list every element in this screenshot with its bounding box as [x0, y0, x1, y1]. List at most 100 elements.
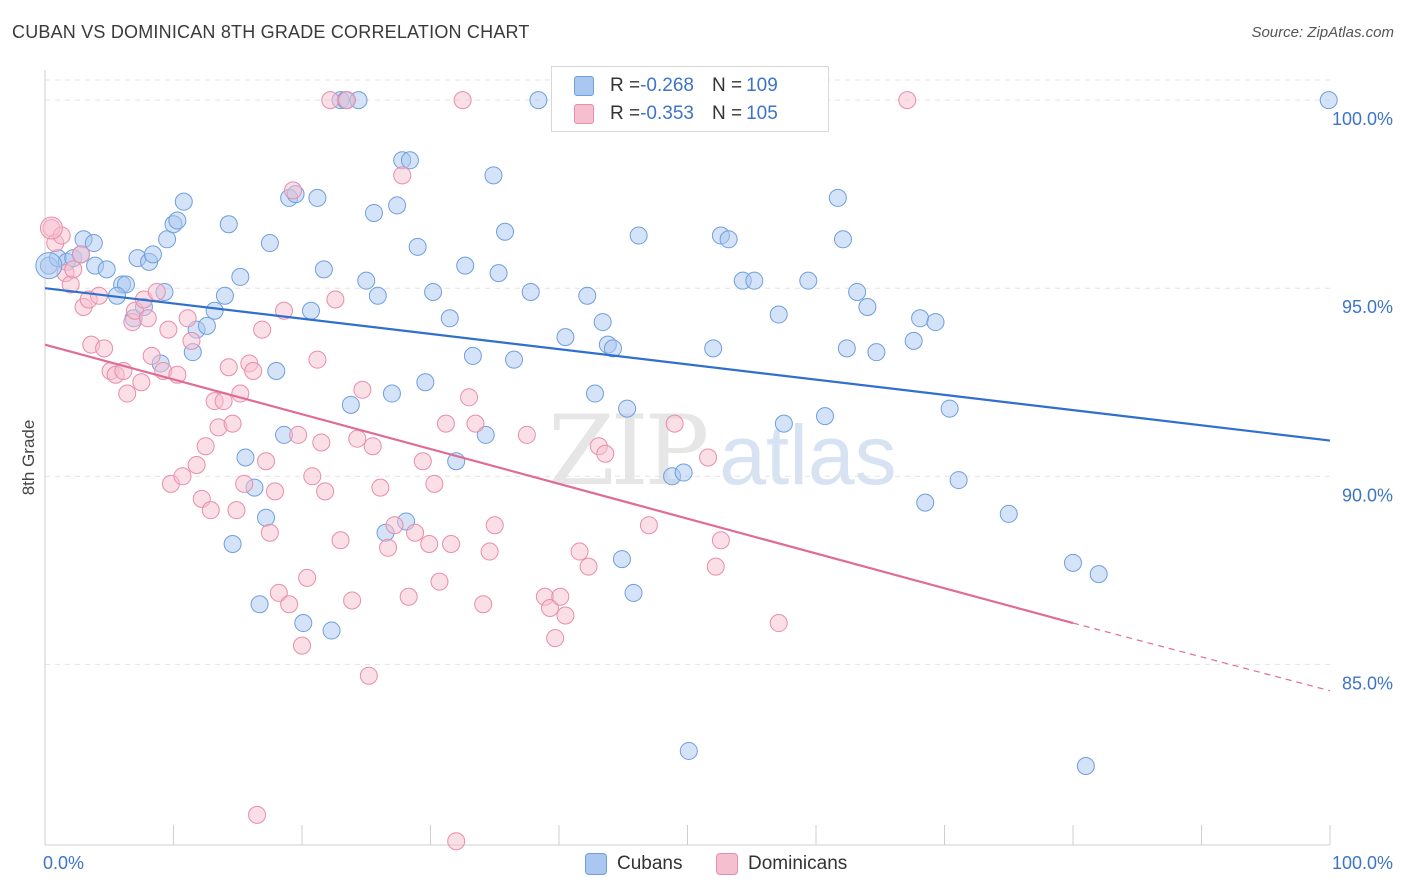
- data-points: [35, 91, 1338, 851]
- data-point-dominicans: [248, 805, 267, 824]
- data-point-dominicans: [353, 380, 372, 399]
- data-point-dominicans: [430, 572, 449, 591]
- data-point-dominicans: [485, 516, 504, 535]
- data-point-dominicans: [474, 595, 493, 614]
- bottom-legend-cubans: Cubans: [585, 851, 683, 877]
- data-point-dominicans: [132, 373, 151, 392]
- data-point-cubans: [440, 309, 459, 328]
- data-point-dominicans: [442, 535, 461, 554]
- data-point-cubans: [388, 196, 407, 215]
- data-point-cubans: [679, 741, 698, 760]
- data-point-dominicans: [196, 437, 215, 456]
- data-point-cubans: [1319, 91, 1338, 110]
- data-point-cubans: [612, 550, 631, 569]
- data-point-dominicans: [453, 91, 472, 110]
- data-point-dominicans: [331, 531, 350, 550]
- data-point-cubans: [858, 298, 877, 317]
- data-point-dominicans: [312, 433, 331, 452]
- data-point-dominicans: [699, 448, 718, 467]
- trend-lines: [44, 287, 1331, 692]
- data-point-dominicans: [289, 425, 308, 444]
- x-tick-label-right: 100.0%: [1332, 853, 1393, 873]
- data-point-cubans: [949, 471, 968, 490]
- data-point-dominicans: [201, 501, 220, 520]
- legend-r-label: R =: [610, 75, 641, 96]
- y-tick-label: 100.0%: [1332, 109, 1393, 129]
- data-point-cubans: [1064, 553, 1082, 572]
- data-point-dominicans: [337, 91, 356, 110]
- x-tick-label-left: 0.0%: [43, 853, 84, 873]
- data-point-dominicans: [406, 523, 425, 542]
- data-point-dominicans: [359, 666, 378, 685]
- data-point-cubans: [236, 448, 255, 467]
- grid-lines: [45, 79, 1330, 665]
- data-point-dominicans: [466, 414, 485, 433]
- bottom-legend-swatch-cubans: [585, 853, 607, 875]
- data-point-cubans: [1076, 756, 1095, 775]
- data-point-cubans: [197, 316, 216, 335]
- data-point-cubans: [745, 271, 764, 290]
- data-point-cubans: [364, 203, 383, 222]
- data-point-dominicans: [187, 456, 206, 475]
- data-point-cubans: [674, 463, 693, 482]
- data-point-cubans: [476, 425, 495, 444]
- data-point-cubans: [704, 339, 723, 358]
- y-axis-title: 8th Grade: [19, 420, 38, 496]
- data-point-dominicans: [223, 414, 242, 433]
- data-point-dominicans: [138, 309, 157, 328]
- data-point-dominicans: [596, 444, 615, 463]
- legend-n-label: N =: [711, 75, 743, 96]
- data-point-dominicans: [343, 591, 362, 610]
- data-point-dominicans: [118, 384, 137, 403]
- data-point-cubans: [250, 595, 269, 614]
- data-point-dominicans: [142, 346, 161, 365]
- data-point-cubans: [158, 230, 177, 249]
- data-point-cubans: [904, 331, 923, 350]
- data-point-dominicans: [551, 587, 570, 606]
- data-point-cubans: [308, 188, 327, 207]
- chart-title: CUBAN VS DOMINICAN 8TH GRADE CORRELATION…: [12, 22, 530, 42]
- data-point-cubans: [168, 211, 187, 230]
- data-point-cubans: [505, 350, 524, 369]
- legend-row-cubans: R = -0.268 N = 109: [574, 73, 778, 99]
- data-point-dominicans: [235, 474, 254, 493]
- data-point-cubans: [223, 535, 242, 554]
- data-point-cubans: [848, 282, 867, 301]
- data-point-dominicans: [517, 425, 536, 444]
- data-point-dominicans: [898, 91, 917, 110]
- data-point-dominicans: [399, 587, 418, 606]
- data-point-cubans: [357, 271, 376, 290]
- data-point-cubans: [489, 264, 508, 283]
- trend-line-dominicans: [44, 343, 1074, 625]
- data-point-cubans: [926, 313, 945, 332]
- data-point-cubans: [260, 234, 279, 253]
- data-point-dominicans: [71, 245, 90, 264]
- data-point-dominicans: [425, 474, 444, 493]
- data-point-cubans: [257, 508, 276, 527]
- data-point-cubans: [629, 226, 648, 245]
- data-point-dominicans: [413, 452, 432, 471]
- data-point-cubans: [205, 301, 224, 320]
- data-point-dominicans: [269, 583, 288, 602]
- data-point-dominicans: [706, 557, 725, 576]
- data-point-cubans: [603, 339, 622, 358]
- data-point-dominicans: [570, 542, 589, 561]
- data-point-cubans: [774, 414, 793, 433]
- data-point-dominicans: [280, 595, 299, 614]
- correlation-legend: R = -0.268 N = 109 R = -0.353 N = 105: [551, 66, 829, 132]
- data-point-dominicans: [385, 516, 404, 535]
- data-point-dominicans: [182, 331, 201, 350]
- data-point-cubans: [416, 373, 435, 392]
- data-point-cubans: [529, 91, 548, 110]
- bottom-legend-dominicans: Dominicans: [716, 851, 847, 877]
- data-point-dominicans: [159, 320, 178, 339]
- data-point-dominicans: [178, 309, 197, 328]
- data-point-dominicans: [257, 452, 276, 471]
- data-point-cubans: [799, 271, 818, 290]
- data-point-dominicans: [436, 414, 455, 433]
- data-point-cubans: [215, 286, 234, 305]
- data-point-dominicans: [147, 282, 166, 301]
- legend-swatch-cubans: [574, 76, 594, 96]
- y-tick-label: 95.0%: [1342, 297, 1393, 317]
